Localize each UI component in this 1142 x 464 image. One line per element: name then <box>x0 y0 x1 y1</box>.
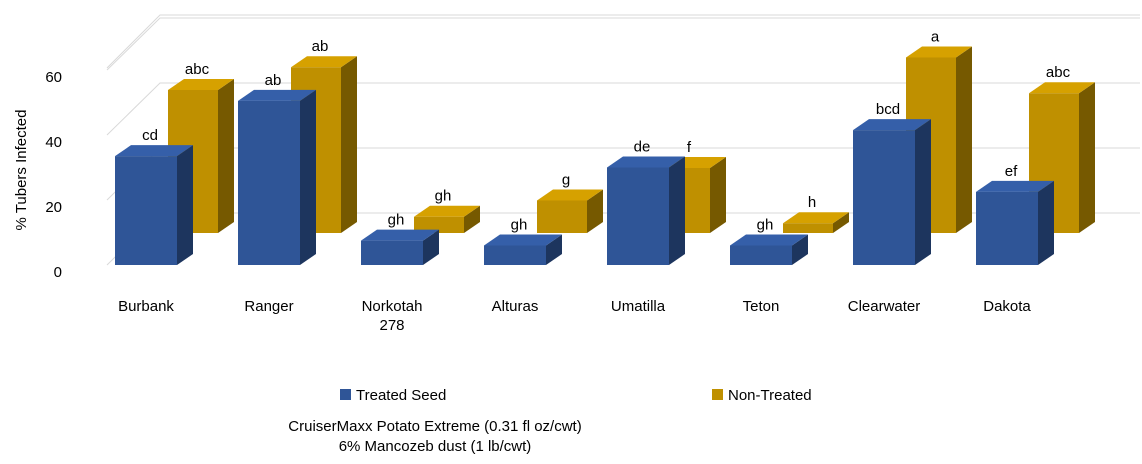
legend-label: Non-Treated <box>728 387 812 404</box>
bar-letter: a <box>931 28 940 45</box>
bar-top <box>361 229 439 241</box>
bar-letter: ab <box>312 38 329 55</box>
bar-letter: gh <box>757 216 774 233</box>
bar-letter: gh <box>435 188 452 205</box>
bar-letter: f <box>687 139 692 156</box>
bar-letter: g <box>562 171 570 188</box>
bar <box>361 240 423 265</box>
bar-side <box>341 56 357 233</box>
bar <box>607 167 669 265</box>
x-tick-label: Norkotah 278 <box>361 298 423 334</box>
y-tick-label: 20 <box>45 199 62 216</box>
bar-letter: abc <box>185 61 210 78</box>
bar-top <box>1029 82 1095 94</box>
bar-top <box>783 212 849 224</box>
bar <box>730 245 792 265</box>
x-tick-label: Clearwater <box>847 298 921 315</box>
bar-side <box>464 205 480 233</box>
bar <box>783 223 833 233</box>
bar-side <box>587 189 603 233</box>
x-tick-label: Dakota <box>983 298 1031 315</box>
bar-side <box>1079 82 1095 233</box>
bar-letter: cd <box>142 127 158 144</box>
bar-side <box>1038 180 1054 265</box>
bar-letter: de <box>634 138 651 155</box>
bar-top <box>537 189 603 201</box>
bar-top <box>115 145 193 157</box>
grid-line <box>106 82 1140 136</box>
bar <box>115 156 177 265</box>
x-tick-label: Teton <box>742 298 780 315</box>
bar-top <box>168 79 234 90</box>
bar-letter: gh <box>511 216 528 233</box>
x-tick-label: Umatilla <box>610 298 666 315</box>
bar-top <box>906 46 972 58</box>
bar-top <box>291 56 357 68</box>
bar <box>238 100 300 265</box>
bar-side <box>300 89 316 265</box>
bar-side <box>710 157 726 233</box>
bar-side <box>423 229 439 265</box>
bar-top <box>414 205 480 217</box>
bar-side <box>218 79 234 233</box>
y-axis-title: % Tubers Infected <box>13 110 30 231</box>
bar-side <box>833 212 849 233</box>
y-tick-label: 40 <box>45 134 62 151</box>
bar-side <box>546 234 562 265</box>
note: CruiserMaxx Potato Extreme (0.31 fl oz/c… <box>288 418 582 435</box>
bar-letter: bcd <box>876 101 900 118</box>
grid-line <box>106 17 1140 71</box>
bar-top <box>484 234 562 246</box>
bar-top <box>730 234 808 246</box>
bar <box>537 200 587 233</box>
x-tick-label: Ranger <box>244 298 294 315</box>
legend-swatch <box>340 389 351 400</box>
legend-label: Treated Seed <box>356 387 446 404</box>
x-tick-label: Alturas <box>491 298 539 315</box>
legend-swatch <box>712 389 723 400</box>
note: 6% Mancozeb dust (1 lb/cwt) <box>338 438 532 455</box>
bar-top <box>607 156 685 168</box>
bar-top <box>976 180 1054 192</box>
bar <box>484 245 546 265</box>
bar-letter: h <box>808 194 816 211</box>
bar-letter: ef <box>1005 163 1018 180</box>
bar-top <box>238 89 316 101</box>
bar-letter: abc <box>1046 64 1071 81</box>
y-tick-label: 0 <box>54 264 62 281</box>
x-tick-label: Burbank <box>118 298 174 315</box>
bar <box>414 216 464 233</box>
wall-frame <box>106 14 1140 69</box>
bar-side <box>669 156 685 265</box>
bar-letter: ab <box>265 72 282 89</box>
bar-side <box>956 46 972 233</box>
bar-top <box>853 119 931 131</box>
bar <box>976 191 1038 265</box>
bar-side <box>792 234 808 265</box>
y-tick-label: 60 <box>45 69 62 86</box>
bar <box>853 130 915 265</box>
bar-side <box>177 145 193 265</box>
bar-side <box>915 119 931 265</box>
bar-letter: gh <box>388 212 405 229</box>
